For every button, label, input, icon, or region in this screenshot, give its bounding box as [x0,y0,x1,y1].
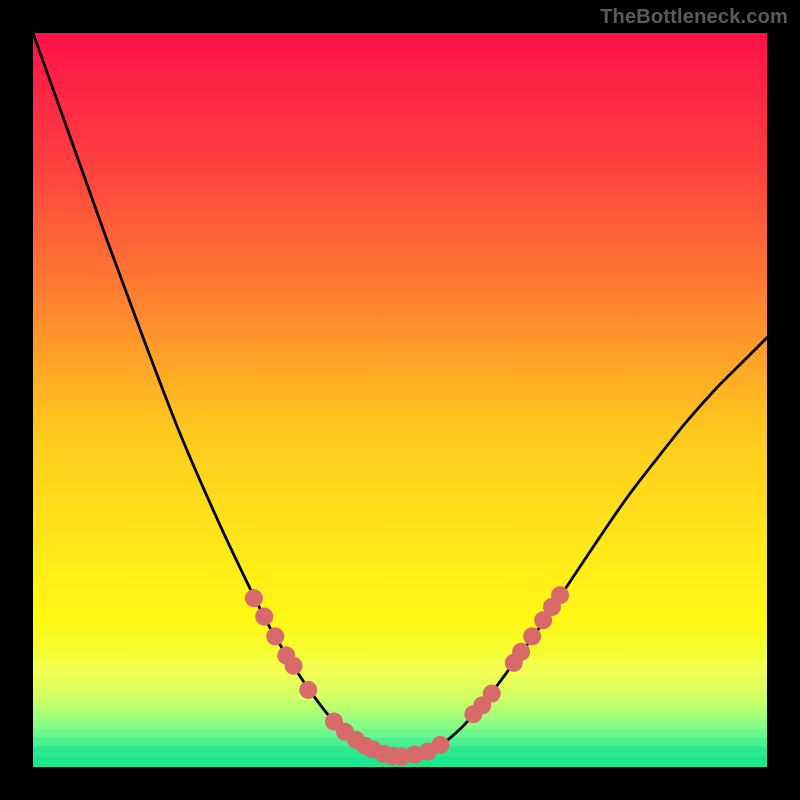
data-marker [483,685,501,703]
data-marker [431,736,449,754]
data-marker [245,589,263,607]
chart-background [33,33,767,767]
data-marker [551,586,569,604]
bottleneck-chart [0,0,800,800]
data-marker [266,627,284,645]
data-marker [512,643,530,661]
data-marker [285,657,303,675]
data-marker [523,627,541,645]
data-marker [299,681,317,699]
data-marker [255,608,273,626]
